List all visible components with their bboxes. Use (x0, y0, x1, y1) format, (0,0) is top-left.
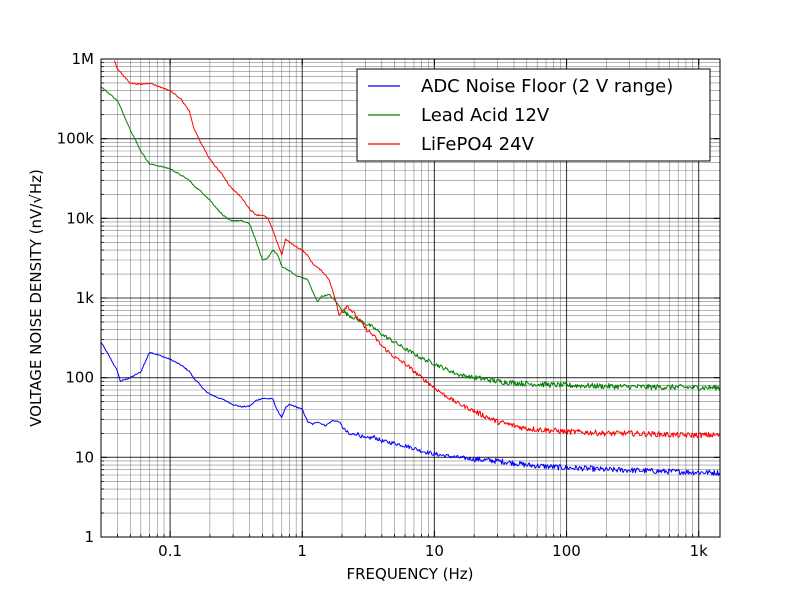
y-tick-label: 1 (84, 528, 94, 546)
series-line-1 (101, 86, 720, 391)
y-tick-label: 1M (72, 50, 95, 68)
x-tick-label: 10 (425, 542, 444, 560)
legend-box (356, 68, 711, 162)
series-line-0 (101, 341, 720, 476)
y-axis-label: VOLTAGE NOISE DENSITY (nV/√Hz) (27, 169, 45, 427)
y-tick-label: 10k (66, 209, 94, 227)
x-tick-label: 1k (690, 542, 709, 560)
x-tick-label: 1 (297, 542, 307, 560)
x-tick-label: 0.1 (158, 542, 182, 560)
y-tick-label: 100 (65, 369, 94, 387)
y-tick-label: 1k (76, 289, 95, 307)
tick-labels: 0.1 1 10 100 1k 1 10 100 1k 10k 100k 1M (57, 50, 708, 560)
legend-label-1: Lead Acid 12V (421, 105, 550, 126)
axis-ticks (100, 58, 720, 538)
series-layer (101, 60, 720, 476)
legend: ADC Noise Floor (2 V range) Lead Acid 12V… (356, 68, 711, 162)
x-tick-label: 100 (552, 542, 581, 560)
legend-label-2: LiFePO4 24V (421, 134, 535, 155)
y-tick-label: 10 (75, 448, 94, 466)
legend-label-0: ADC Noise Floor (2 V range) (421, 76, 673, 97)
y-tick-label: 100k (57, 130, 95, 148)
x-axis-label: FREQUENCY (Hz) (346, 565, 473, 583)
series-line-2 (114, 60, 720, 439)
